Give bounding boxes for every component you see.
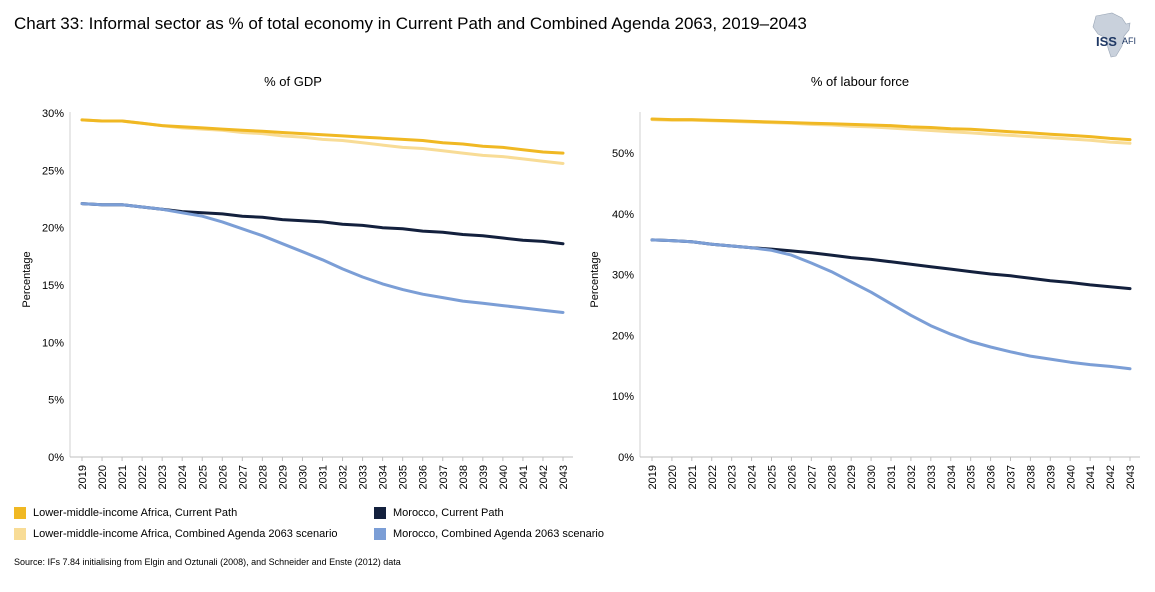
x-tick-label: 2024	[747, 465, 759, 489]
x-tick-label: 2026	[217, 465, 229, 489]
x-tick-label: 2020	[97, 465, 109, 489]
x-tick-label: 2024	[177, 465, 189, 489]
y-tick-label: 30%	[612, 270, 634, 282]
x-tick-label: 2026	[786, 465, 798, 489]
x-tick-label: 2019	[647, 465, 659, 489]
iss-afi-logo: ISS AFI	[1082, 10, 1142, 60]
logo-afi-text: AFI	[1122, 36, 1137, 46]
y-tick-label: 10%	[612, 391, 634, 403]
legend-item-lmi-current-path: Lower-middle-income Africa, Current Path	[14, 507, 237, 519]
series-line-morocco-combined-agenda-2063-scenario	[80, 202, 565, 314]
legend-swatch	[14, 507, 26, 519]
x-tick-label: 2041	[518, 465, 530, 489]
y-tick-label: 5%	[48, 395, 64, 407]
y-tick-label: 20%	[612, 330, 634, 342]
x-tick-label: 2040	[498, 465, 510, 489]
x-tick-label: 2023	[157, 465, 169, 489]
x-tick-label: 2043	[558, 465, 570, 489]
x-tick-label: 2034	[946, 465, 958, 489]
x-tick-label: 2041	[1085, 465, 1097, 489]
labour-force-chart-panel: % of labour force Percentage 0% 10% 20% 30% 40…	[589, 74, 1140, 489]
series-line-lower-middle-income-africa-combined-agenda-2063-scenario	[80, 118, 565, 165]
y-tick-label: 20%	[42, 223, 64, 235]
legend-item-lmi-agenda-2063: Lower-middle-income Africa, Combined Age…	[14, 528, 338, 540]
x-tick-label: 2038	[1025, 465, 1037, 489]
x-tick-label: 2033	[926, 465, 938, 489]
legend-swatch	[374, 528, 386, 540]
x-tick-label: 2021	[687, 465, 699, 489]
x-tick-label: 2040	[1065, 465, 1077, 489]
x-tick-label: 2043	[1125, 465, 1137, 489]
logo-iss-text: ISS	[1096, 34, 1117, 49]
series-line-morocco-combined-agenda-2063-scenario	[650, 238, 1132, 371]
x-tick-label: 2023	[727, 465, 739, 489]
y-tick-label: 0%	[618, 452, 634, 464]
legend-label: Morocco, Combined Agenda 2063 scenario	[393, 528, 604, 540]
legend-label: Lower-middle-income Africa, Current Path	[33, 507, 238, 519]
series-line-morocco-current-path	[650, 238, 1132, 291]
y-tick-label: 15%	[42, 280, 64, 292]
x-tick-label: 2039	[1045, 465, 1057, 489]
x-tick-label: 2031	[886, 465, 898, 489]
series-line-lower-middle-income-africa-current-path	[650, 117, 1132, 142]
x-tick-label: 2032	[338, 465, 350, 489]
africa-map-icon	[1092, 12, 1131, 58]
x-tick-label: 2027	[806, 465, 818, 489]
y-tick-label: 25%	[42, 165, 64, 177]
x-tick-label: 2037	[438, 465, 450, 489]
legend-item-morocco-current-path: Morocco, Current Path	[374, 507, 504, 519]
x-tick-label: 2039	[478, 465, 490, 489]
x-tick-label: 2038	[458, 465, 470, 489]
x-tick-label: 2042	[538, 465, 550, 489]
series-line-lower-middle-income-africa-combined-agenda-2063-scenario	[650, 118, 1132, 145]
legend-swatch	[374, 507, 386, 519]
x-tick-label: 2031	[318, 465, 330, 489]
y-tick-label: 50%	[612, 148, 634, 160]
y-axis-title: Percentage	[21, 251, 33, 307]
x-tick-label: 2032	[906, 465, 918, 489]
y-axis-title: Percentage	[589, 251, 601, 307]
x-tick-label: 2042	[1105, 465, 1117, 489]
x-tick-label: 2035	[398, 465, 410, 489]
x-tick-label: 2030	[866, 465, 878, 489]
x-tick-label: 2021	[117, 465, 129, 489]
legend-swatch	[14, 528, 26, 540]
x-tick-label: 2035	[966, 465, 978, 489]
y-tick-label: 10%	[42, 337, 64, 349]
x-tick-label: 2022	[707, 465, 719, 489]
x-tick-label: 2036	[418, 465, 430, 489]
x-tick-label: 2030	[297, 465, 309, 489]
x-tick-label: 2029	[277, 465, 289, 489]
chart-title: Chart 33: Informal sector as % of total …	[14, 14, 807, 33]
x-tick-label: 2019	[77, 465, 89, 489]
y-tick-label: 0%	[48, 452, 64, 464]
panel-title: % of GDP	[264, 74, 322, 89]
x-tick-label: 2028	[257, 465, 269, 489]
source-note: Source: IFs 7.84 initialising from Elgin…	[14, 557, 401, 567]
x-tick-label: 2025	[197, 465, 209, 489]
x-tick-label: 2029	[846, 465, 858, 489]
panel-title: % of labour force	[811, 74, 909, 89]
legend-label: Morocco, Current Path	[393, 507, 504, 519]
legend-item-morocco-agenda-2063: Morocco, Combined Agenda 2063 scenario	[374, 528, 604, 540]
gdp-chart-panel: % of GDP Percentage 0% 5% 10% 15% 20% 25% 30% 201…	[21, 74, 573, 489]
series-line-lower-middle-income-africa-current-path	[80, 118, 565, 155]
legend-label: Lower-middle-income Africa, Combined Age…	[33, 528, 338, 540]
x-tick-label: 2033	[358, 465, 370, 489]
x-tick-label: 2037	[1006, 465, 1018, 489]
x-tick-label: 2028	[826, 465, 838, 489]
y-tick-label: 30%	[42, 108, 64, 120]
x-tick-label: 2020	[667, 465, 679, 489]
x-tick-label: 2027	[237, 465, 249, 489]
y-tick-label: 40%	[612, 209, 634, 221]
x-tick-label: 2036	[986, 465, 998, 489]
x-tick-label: 2025	[767, 465, 779, 489]
x-tick-label: 2022	[137, 465, 149, 489]
x-tick-label: 2034	[378, 465, 390, 489]
